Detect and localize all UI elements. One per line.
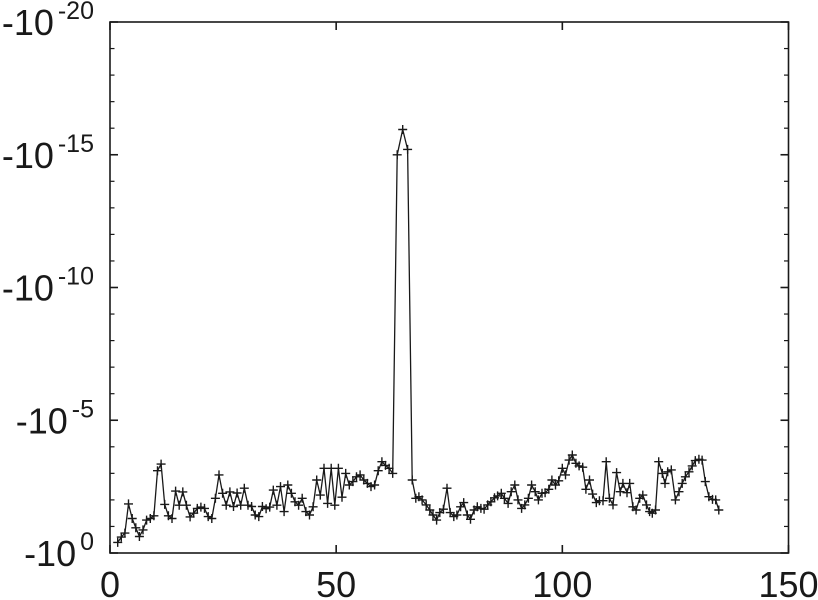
data-line — [117, 128, 720, 543]
y-tick-label: -10 -15 — [2, 130, 94, 176]
y-tick-label: -10 -20 — [2, 0, 94, 43]
plot-box — [109, 21, 790, 554]
x-tick-label: 100 — [532, 564, 592, 600]
y-tick-label: -10 0 — [24, 528, 94, 574]
data-plus-markers — [113, 125, 724, 547]
x-tick-label: 50 — [316, 564, 356, 600]
x-tick-label: 0 — [100, 564, 120, 600]
y-tick-label: -10 -10 — [2, 263, 94, 309]
x-tick-label: 150 — [758, 564, 818, 600]
y-tick-label: -10 -5 — [16, 395, 94, 441]
